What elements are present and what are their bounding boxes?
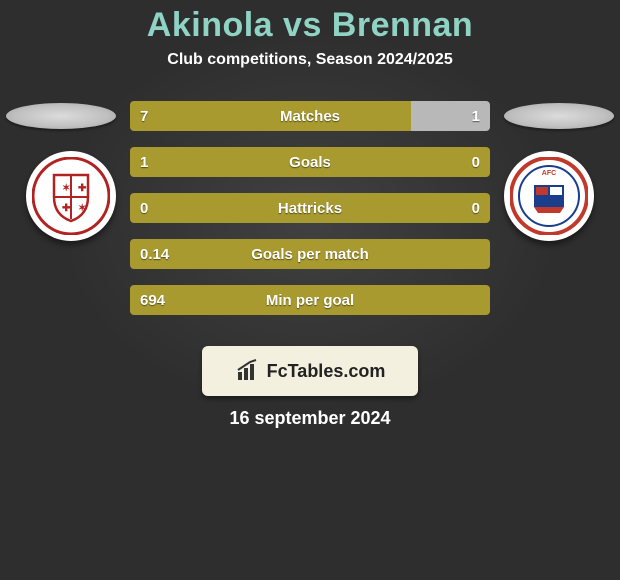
crest-left: ✶ ✚ ✚ ✶	[26, 151, 116, 241]
shield-icon: AFC	[510, 157, 588, 235]
svg-text:✶: ✶	[78, 203, 86, 214]
platform-left	[6, 103, 116, 129]
stat-label: Goals	[130, 147, 490, 177]
stat-label: Matches	[130, 101, 490, 131]
page-title: Akinola vs Brennan	[0, 0, 620, 45]
crest-right: AFC	[504, 151, 594, 241]
stat-row: 10Goals	[130, 147, 490, 177]
brand-text: FcTables.com	[267, 361, 386, 382]
svg-text:✚: ✚	[78, 183, 87, 194]
stat-row: 71Matches	[130, 101, 490, 131]
platform-right	[504, 103, 614, 129]
stat-row: 694Min per goal	[130, 285, 490, 315]
stat-label: Min per goal	[130, 285, 490, 315]
brand-box: FcTables.com	[202, 346, 418, 396]
stat-label: Hattricks	[130, 193, 490, 223]
stat-row: 0.14Goals per match	[130, 239, 490, 269]
stat-bars: 71Matches 10Goals 00Hattricks 0.14Goals per…	[130, 101, 490, 331]
svg-text:✚: ✚	[62, 203, 71, 214]
svg-text:AFC: AFC	[542, 170, 556, 177]
shield-icon: ✶ ✚ ✚ ✶	[32, 157, 110, 235]
svg-text:✶: ✶	[62, 183, 70, 194]
date-text: 16 september 2024	[0, 408, 620, 429]
stat-row: 00Hattricks	[130, 193, 490, 223]
subtitle: Club competitions, Season 2024/2025	[0, 51, 620, 69]
chart-icon	[235, 358, 261, 384]
stat-label: Goals per match	[130, 239, 490, 269]
